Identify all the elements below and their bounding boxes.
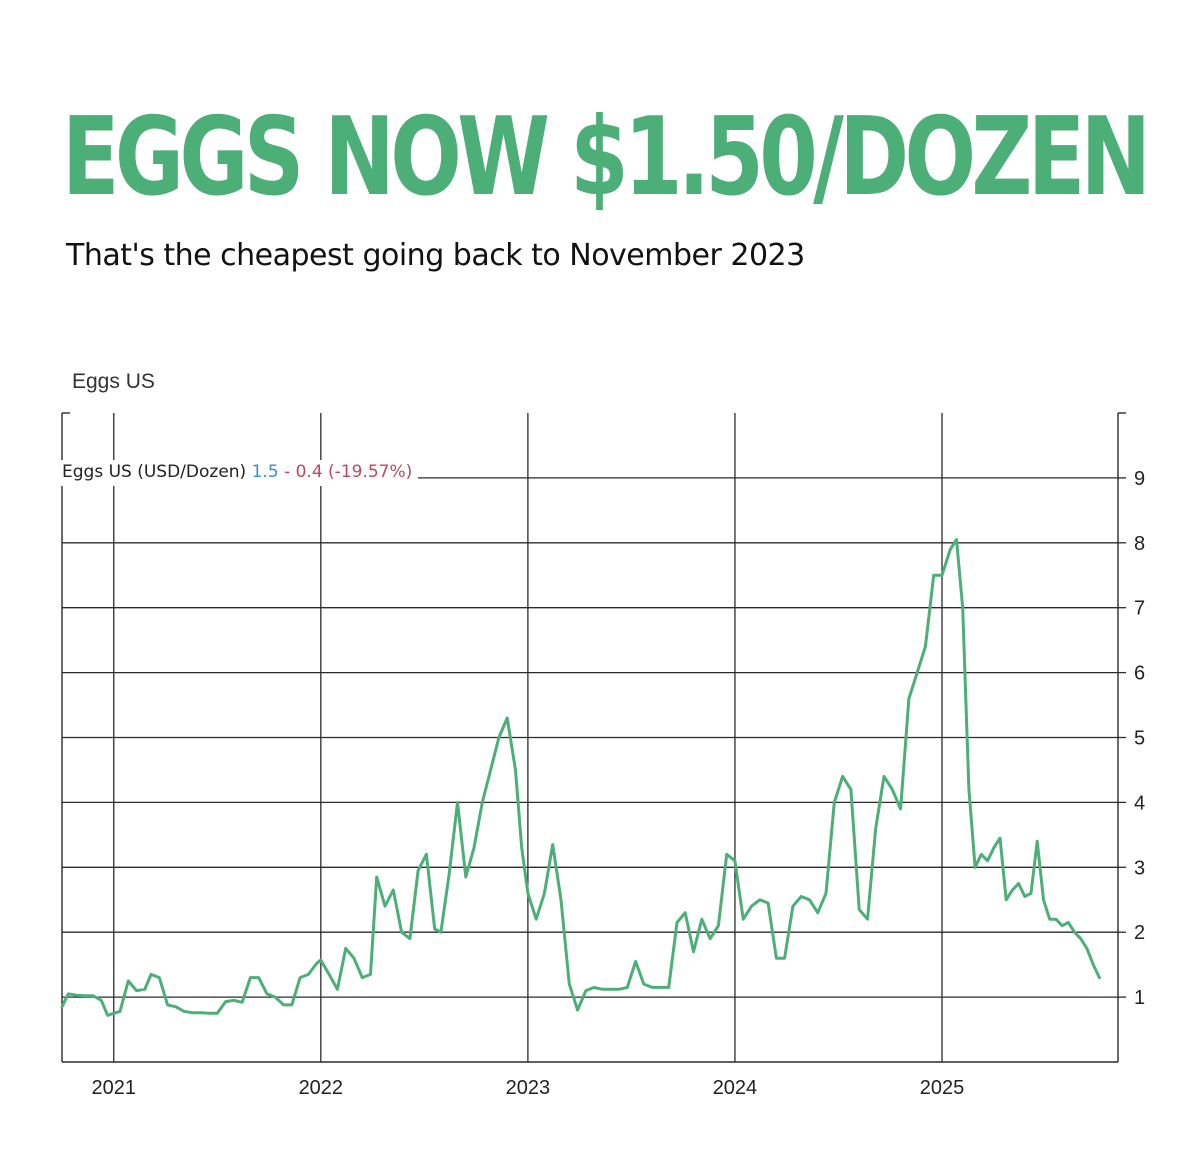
legend-change-pct: (-19.57%) <box>328 462 413 482</box>
y-tick-label-1: 1 <box>1134 987 1145 1009</box>
x-tick-label-2022: 2022 <box>299 1077 344 1099</box>
x-tick-label-2023: 2023 <box>506 1077 551 1099</box>
y-tick-label-4: 4 <box>1134 792 1145 814</box>
legend-series-name: Eggs US (USD/Dozen) <box>62 462 247 482</box>
y-tick-label-8: 8 <box>1134 533 1145 555</box>
x-tick-label-2024: 2024 <box>713 1077 758 1099</box>
chart-legend: Eggs US (USD/Dozen) 1.5 - 0.4 (-19.57%) <box>60 460 419 486</box>
y-tick-label-7: 7 <box>1134 598 1145 620</box>
subtitle: That's the cheapest going back to Novemb… <box>66 238 805 273</box>
chart-grid <box>62 413 1118 1062</box>
chart-title: Eggs US <box>72 370 155 393</box>
y-tick-label-2: 2 <box>1134 922 1145 944</box>
x-tick-label-2025: 2025 <box>920 1077 965 1099</box>
y-tick-label-3: 3 <box>1134 857 1145 879</box>
legend-separator: - <box>284 462 291 482</box>
y-tick-label-6: 6 <box>1134 663 1145 685</box>
chart-tick-labels: 1 2 3 4 5 6 7 8 9 2021 2022 2023 2024 2025 <box>92 468 1146 1099</box>
headline: EGGS NOW $1.50/DOZEN <box>62 95 1151 220</box>
x-tick-label-2021: 2021 <box>92 1077 137 1099</box>
chart-axes <box>61 412 1126 1063</box>
y-tick-label-9: 9 <box>1134 468 1145 490</box>
chart-series <box>60 538 1101 1017</box>
series-line-0 <box>60 538 1101 1017</box>
y-tick-label-5: 5 <box>1134 728 1145 750</box>
legend-change: 0.4 <box>295 462 323 482</box>
legend-value: 1.5 <box>251 462 279 482</box>
